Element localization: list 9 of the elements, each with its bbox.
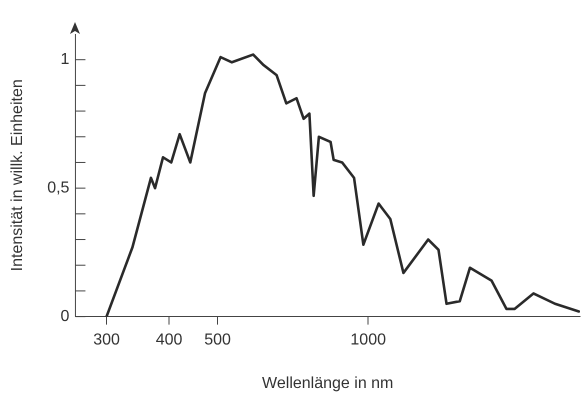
y-axis-title: Intensität in willk. Einheiten <box>9 79 26 272</box>
x-axis-title: Wellenlänge in nm <box>262 374 394 392</box>
x-tick-label: 1000 <box>350 332 386 349</box>
x-tick-label: 500 <box>204 332 232 349</box>
y-tick-label: 0 <box>60 308 70 326</box>
y-tick-label: 1 <box>60 51 70 68</box>
y-tick-label: 0,5 <box>47 180 70 197</box>
x-tick-label: 400 <box>156 332 183 349</box>
x-tick-label: 300 <box>93 332 120 349</box>
